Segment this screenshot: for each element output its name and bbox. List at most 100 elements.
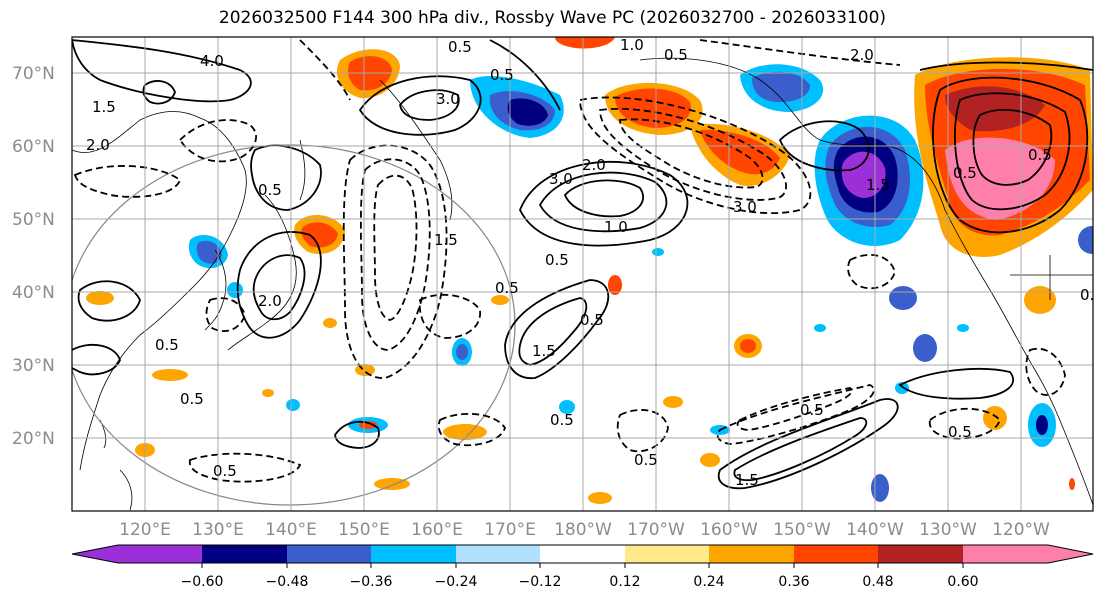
contours-negative [73, 39, 1066, 483]
shade-small-28 [227, 282, 243, 298]
contour-label: 1.5 [434, 231, 458, 249]
contour-label: 3.0 [549, 170, 573, 188]
lon-label: 140°W [846, 520, 904, 540]
contour-label: 0.5 [213, 462, 237, 480]
contour-label: 1.0 [620, 36, 644, 54]
contour-label: 0.5 [258, 181, 282, 199]
colorbar-label: 0.24 [693, 574, 724, 590]
shade-small-33 [323, 318, 337, 328]
colorbar-segment [371, 545, 456, 563]
contour-pos-24 [919, 61, 1093, 71]
colorbar-label: −0.24 [435, 574, 478, 590]
contour-pos-18 [334, 420, 380, 449]
contour-label: 0.5 [448, 38, 472, 56]
shade-small-30 [814, 324, 826, 332]
colorbar-segment [456, 545, 540, 563]
contour-pos-11 [932, 76, 1089, 234]
colorbar-segment [287, 545, 371, 563]
contour-neg-17 [1025, 347, 1066, 396]
colorbar-label: −0.12 [519, 574, 562, 590]
contour-label: 0.5 [948, 423, 972, 441]
shade-small-21 [559, 400, 575, 414]
shade-small-23 [86, 291, 114, 305]
contour-label: 1.5 [532, 342, 556, 360]
gridlines [72, 37, 1093, 511]
contour-label: 0.5 [180, 390, 204, 408]
contour-neg-5 [599, 107, 787, 201]
coast-asia [72, 111, 247, 471]
contour-label: 2.0 [86, 136, 110, 154]
lat-label: 70°N [12, 64, 55, 84]
contour-pos-5 [518, 297, 588, 366]
contour-neg-10 [437, 413, 506, 447]
colorbar-segment [709, 545, 794, 563]
contour-label: 1.5 [92, 98, 116, 116]
contour-neg-7 [178, 119, 257, 163]
shade-small-31 [895, 382, 909, 394]
contour-pos-22 [72, 39, 252, 103]
contour-neg-20 [299, 39, 351, 101]
lat-label: 20°N [12, 429, 55, 449]
shade-positive-japan-2 [301, 222, 338, 248]
lon-label: 180°W [554, 520, 612, 540]
shade-small-34 [1069, 478, 1075, 490]
colorbar-segment [72, 545, 118, 563]
divergence-shading [86, 37, 1093, 504]
contour-pos-2 [538, 171, 668, 233]
contour-pos-7 [399, 89, 460, 121]
shade-positive-bering-2 [615, 88, 691, 128]
shade-small-5 [913, 334, 937, 362]
contour-neg-16 [847, 254, 896, 290]
contour-label: 0.5 [495, 279, 519, 297]
shade-negative-bering-2 [752, 71, 810, 103]
coast-phil [119, 469, 133, 511]
colorbar-segment [540, 545, 625, 563]
figure-title: 2026032500 F144 300 hPa div., Rossby Wav… [218, 8, 887, 28]
contour-pos-21 [72, 343, 121, 376]
lon-label: 150°E [338, 520, 390, 540]
shade-small-36 [262, 389, 274, 397]
contour-label: 0.5 [550, 411, 574, 429]
coast-alaska [639, 57, 946, 211]
contour-label: 0.5 [545, 251, 569, 269]
contour-neg-8 [73, 165, 182, 198]
shade-negative-kamchatka-3 [507, 98, 548, 126]
lon-label: 170°W [627, 520, 685, 540]
contour-label: 4.0 [200, 52, 224, 70]
contour-pos-4 [504, 279, 610, 379]
coast-korea [204, 249, 227, 331]
colorbar-label: −0.48 [266, 574, 309, 590]
map-frame [71, 36, 1094, 512]
colorbar-segment [202, 545, 287, 563]
contour-neg-1 [342, 144, 448, 379]
colorbar: −0.60 −0.48 −0.36 −0.24 −0.12 0.12 0.24 … [71, 544, 1094, 590]
contour-label: 0.5 [155, 336, 179, 354]
contour-pos-9 [252, 254, 306, 321]
colorbar-label: 0.12 [609, 574, 640, 590]
shade-small-22 [286, 399, 300, 411]
shade-small-16 [588, 492, 612, 504]
shade-negative-japan-2 [196, 240, 222, 264]
shade-small-27 [1078, 226, 1093, 254]
contour-neg-14 [736, 387, 853, 431]
contour-neg-15 [928, 407, 1002, 440]
shade-small-2 [456, 344, 468, 360]
lat-label: 40°N [12, 283, 55, 303]
contour-pos-14 [778, 120, 870, 172]
lon-label: 160°W [700, 520, 758, 540]
shade-small-18 [700, 453, 720, 467]
colorbar-segment [625, 545, 709, 563]
shade-positive-na-core [945, 86, 1045, 132]
colorbar-segment [118, 545, 202, 563]
colorbar-label: −0.60 [181, 574, 224, 590]
contour-neg-2 [359, 158, 431, 351]
shade-small-9 [1036, 415, 1048, 435]
shade-small-11 [871, 474, 889, 502]
colorbar-outline [71, 544, 1094, 564]
contour-pos-3 [563, 179, 644, 218]
colorbar-ticks [201, 563, 964, 568]
contour-pos-6 [358, 75, 482, 136]
lon-label: 130°W [919, 520, 977, 540]
shade-small-6 [889, 286, 917, 310]
